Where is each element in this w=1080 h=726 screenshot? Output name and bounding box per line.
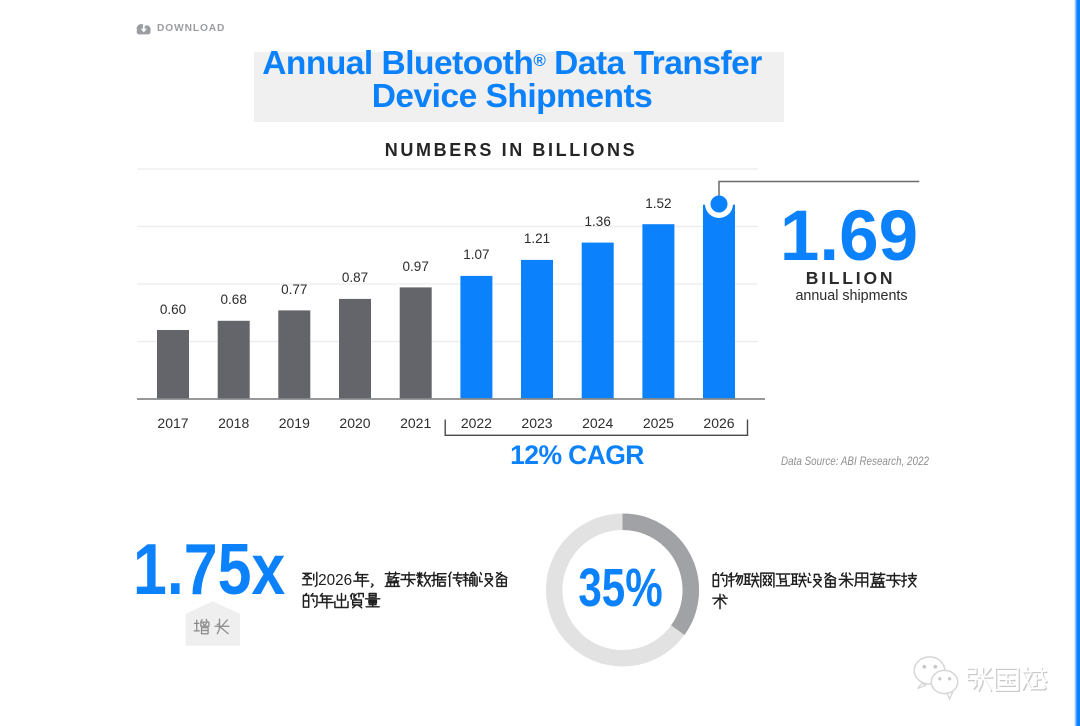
- svg-text:2026: 2026: [318, 572, 352, 589]
